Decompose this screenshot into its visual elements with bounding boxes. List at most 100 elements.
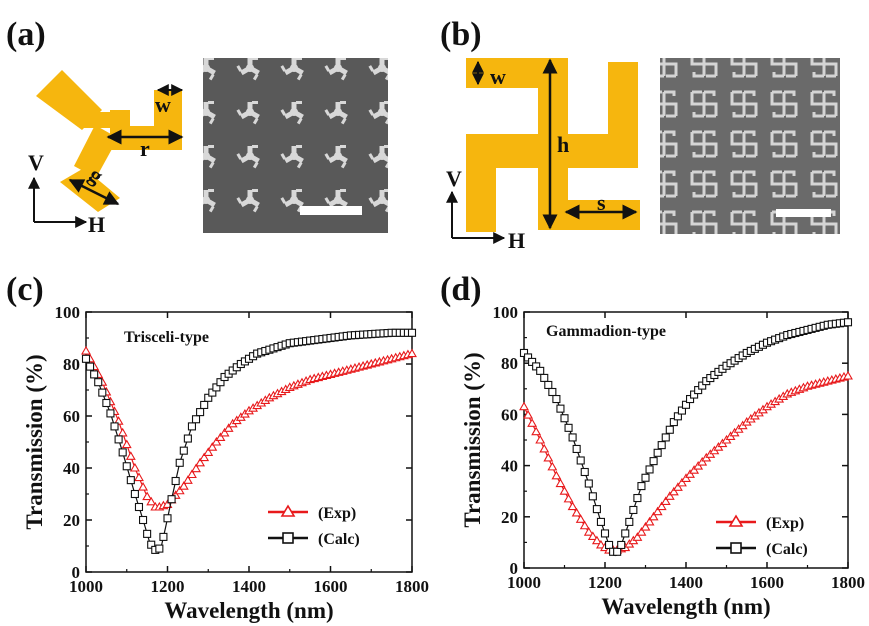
- axes-indicator-a: V H: [28, 150, 105, 237]
- legend-marker: [282, 532, 294, 544]
- data-point: [134, 502, 144, 512]
- legend-marker: [280, 504, 296, 517]
- data-point: [208, 388, 217, 397]
- data-point: [556, 404, 565, 413]
- panel-b: (b) w h s V H: [440, 16, 840, 253]
- data-point: [625, 517, 634, 526]
- data-point: [212, 383, 221, 392]
- data-point: [672, 482, 683, 491]
- axis-v-label-a: V: [28, 150, 44, 175]
- data-point: [528, 357, 537, 366]
- dimension-h: h: [542, 58, 569, 230]
- y-tick-label: 80: [501, 354, 518, 373]
- data-point: [203, 447, 214, 456]
- series-exp: [81, 345, 417, 511]
- data-point: [102, 398, 111, 408]
- data-point: [665, 425, 674, 434]
- data-point: [191, 463, 201, 473]
- legend-label: (Exp): [318, 505, 356, 522]
- plot-frame: [85, 311, 413, 573]
- axes-indicator-b: V H: [446, 166, 525, 253]
- data-point: [138, 481, 148, 491]
- legend-marker: [728, 514, 744, 527]
- data-point: [90, 370, 99, 379]
- data-point: [660, 496, 671, 505]
- data-point: [613, 547, 622, 556]
- data-point: [147, 540, 156, 549]
- data-point: [535, 434, 546, 444]
- data-point: [81, 345, 91, 355]
- x-tick-label: 1400: [669, 573, 703, 592]
- data-point: [527, 418, 538, 427]
- legend-marker: [730, 542, 742, 554]
- y-axis-title: Transmission (%): [22, 354, 47, 529]
- x-tick-label: 1400: [232, 577, 266, 596]
- scale-bar-a: [300, 206, 362, 215]
- data-point: [407, 348, 417, 358]
- data-point: [175, 458, 184, 467]
- data-point: [199, 452, 210, 462]
- chart-trisceli: 1000 1200 1400 1600 1800 0 20 40 60 80 100 Waveleng…: [22, 303, 429, 623]
- data-point: [652, 506, 663, 516]
- chart-annotation: Gammadion-type: [546, 323, 666, 340]
- data-point: [552, 394, 561, 404]
- data-point: [146, 496, 157, 506]
- data-point: [588, 492, 597, 501]
- y-tick-label: 0: [510, 559, 519, 578]
- data-point: [584, 479, 593, 488]
- data-point: [536, 366, 545, 375]
- axis-v-label-b: V: [446, 166, 462, 191]
- dimension-w-a: w: [155, 84, 184, 117]
- data-point: [596, 517, 606, 526]
- data-point: [555, 478, 566, 488]
- data-point: [167, 495, 176, 504]
- x-axis-title: Wavelength (nm): [601, 594, 770, 619]
- data-point: [636, 527, 647, 536]
- data-point: [98, 388, 107, 397]
- data-point: [563, 493, 574, 503]
- data-point: [587, 531, 598, 540]
- data-point: [669, 418, 678, 427]
- dimension-w-b: w: [472, 60, 506, 89]
- data-point: [211, 436, 222, 446]
- data-point: [644, 516, 655, 526]
- data-point: [689, 465, 700, 474]
- data-point: [664, 491, 675, 500]
- data-point: [547, 461, 558, 471]
- data-point: [633, 493, 642, 503]
- data-point: [693, 461, 704, 470]
- legend-label: (Exp): [766, 515, 804, 532]
- data-point: [114, 435, 123, 444]
- panel-a: (a) w r g V H: [6, 16, 388, 237]
- data-point: [519, 401, 529, 411]
- x-tick-label: 1200: [588, 573, 622, 592]
- data-point: [645, 465, 654, 474]
- data-point: [632, 532, 643, 541]
- dim-r-label: r: [140, 136, 150, 161]
- data-point: [126, 476, 135, 485]
- data-point: [681, 473, 691, 482]
- data-point: [571, 507, 582, 517]
- y-tick-label: 20: [63, 511, 80, 530]
- data-point: [94, 378, 103, 387]
- data-point: [690, 390, 699, 399]
- data-point: [216, 378, 225, 387]
- data-point: [182, 475, 193, 484]
- data-point: [621, 529, 630, 538]
- data-point: [539, 443, 550, 453]
- y-tick-label: 40: [501, 457, 518, 476]
- series-exp: [519, 370, 853, 554]
- y-tick-label: 20: [501, 508, 518, 527]
- panel-b-label: (b): [440, 16, 482, 53]
- sem-image-b: [660, 58, 840, 234]
- data-point: [843, 318, 853, 327]
- data-point: [130, 489, 139, 499]
- data-point: [567, 501, 578, 511]
- data-point: [661, 433, 670, 442]
- data-point: [219, 427, 230, 437]
- data-point: [540, 373, 549, 382]
- axis-h-label-a: H: [88, 212, 105, 237]
- dim-w-label-b: w: [490, 64, 506, 89]
- data-point: [559, 486, 570, 495]
